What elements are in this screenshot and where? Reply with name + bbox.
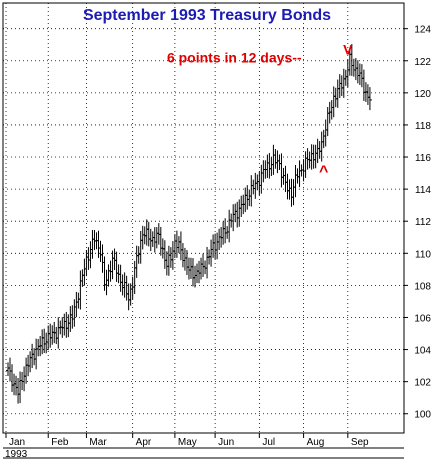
x-tick-label: Apr: [136, 437, 152, 448]
grid-layer: [3, 3, 404, 433]
y-tick-label: 100: [414, 410, 431, 421]
x-tick-label: Jun: [218, 437, 234, 448]
y-tick-label: 106: [414, 313, 431, 324]
y-tick-label: 108: [414, 281, 431, 292]
annotations: 6 points in 12 days-- V ^: [167, 41, 353, 180]
y-tick-label: 120: [414, 89, 431, 100]
year-label: 1993: [5, 449, 28, 460]
y-tick-label: 124: [414, 25, 431, 36]
y-tick-label: 104: [414, 346, 431, 357]
price-bar: [367, 87, 372, 111]
y-tick-label: 116: [415, 153, 431, 164]
y-tick-label: 122: [414, 57, 431, 68]
annotation-text: 6 points in 12 days--: [167, 50, 302, 66]
price-bars: [6, 43, 372, 404]
x-tick-label: Feb: [51, 437, 69, 448]
x-tick-label: Jan: [9, 437, 25, 448]
x-tick-label: Sep: [351, 437, 369, 448]
y-tick-label: 112: [415, 217, 431, 228]
y-tick-label: 114: [415, 185, 431, 196]
y-tick-label: 110: [415, 249, 431, 260]
x-tick-label: Aug: [307, 437, 325, 448]
y-tick-label: 102: [414, 378, 431, 389]
peak-marker: V: [343, 41, 353, 57]
x-tick-label: Mar: [89, 437, 107, 448]
price-axis: 100 102 104 106 108 110 112 114 116 118 120 122 124: [404, 25, 431, 421]
time-axis: Jan Feb Mar Apr May Jun Jul Aug Sep: [5, 433, 369, 448]
x-tick-label: May: [178, 437, 197, 448]
chart-title: September 1993 Treasury Bonds: [83, 7, 331, 24]
y-tick-label: 118: [415, 121, 431, 132]
x-tick-label: Jul: [262, 437, 275, 448]
start-marker: ^: [319, 163, 328, 180]
